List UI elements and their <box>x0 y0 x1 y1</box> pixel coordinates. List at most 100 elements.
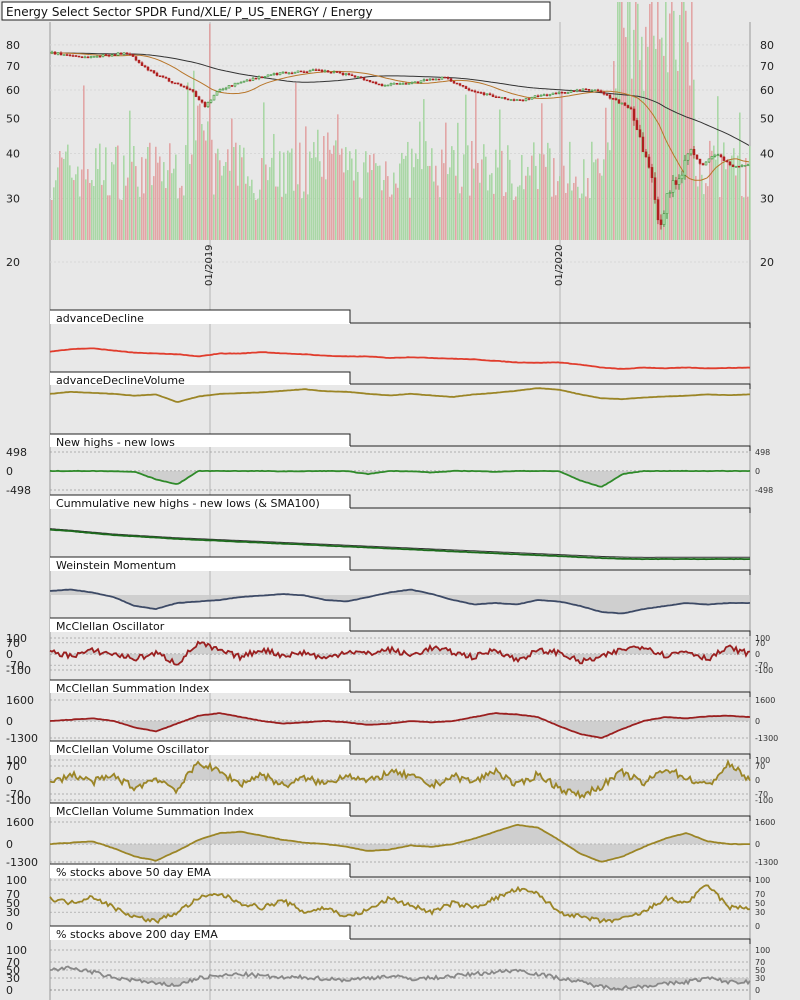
volume-bar <box>691 2 693 240</box>
volume-bar <box>61 157 63 240</box>
volume-bar <box>583 159 585 240</box>
candle-body <box>374 81 378 85</box>
candle-body <box>125 52 129 55</box>
candle-body <box>107 54 111 57</box>
candle-body <box>248 79 252 82</box>
candle-body <box>707 158 711 163</box>
candle-body <box>656 199 660 221</box>
candle-body <box>287 72 291 75</box>
volume-bar <box>497 167 499 240</box>
panel-header-box <box>50 864 350 878</box>
volume-bar <box>131 161 133 240</box>
volume-bar <box>619 2 621 240</box>
panel-axis-tick-right: 0 <box>755 922 760 931</box>
volume-bar <box>111 162 113 240</box>
volume-bar <box>667 72 669 241</box>
candle-body <box>608 94 612 99</box>
candle-body <box>503 97 507 100</box>
volume-bar <box>599 173 601 240</box>
volume-bar <box>433 181 435 240</box>
candle-body <box>485 93 489 95</box>
volume-bar <box>571 190 573 240</box>
candle-body <box>80 56 84 58</box>
volume-bar <box>353 180 355 240</box>
candle-body <box>734 165 738 168</box>
candle-body <box>671 180 675 193</box>
candle-body <box>200 99 204 103</box>
candle-body <box>356 76 360 78</box>
volume-bar <box>515 196 517 240</box>
volume-bar <box>403 158 405 240</box>
candle-body <box>188 88 192 91</box>
candlesticks <box>50 50 750 230</box>
volume-bar <box>577 186 579 240</box>
volume-bar <box>677 70 679 240</box>
volume-bar <box>481 159 483 240</box>
candle-body <box>653 177 657 200</box>
candle-body <box>500 97 504 99</box>
candle-body <box>440 76 444 80</box>
candle-body <box>170 81 174 84</box>
volume-bar <box>627 2 629 240</box>
candle-body <box>308 70 312 73</box>
volume-bar <box>609 150 611 240</box>
panel-title: New highs - new lows <box>56 436 175 449</box>
candle-body <box>581 88 585 91</box>
panel-axis-tick-right: -100 <box>755 666 773 675</box>
volume-bar <box>545 166 547 240</box>
volume-bar <box>703 194 705 240</box>
volume-bar <box>123 155 125 240</box>
volume-bar <box>489 174 491 240</box>
candle-body <box>311 69 315 71</box>
candle-body <box>746 164 750 167</box>
volume-bar <box>735 175 737 240</box>
volume-bar <box>707 186 709 240</box>
candle-body <box>218 88 222 92</box>
panel-axis-tick-left: 0 <box>6 838 13 851</box>
volume-bar <box>251 179 253 240</box>
candle-body <box>101 54 105 57</box>
volume-bar <box>231 118 233 240</box>
candle-body <box>578 89 582 92</box>
candle-body <box>146 66 150 71</box>
volume-bar <box>223 165 225 240</box>
volume-bar <box>329 149 331 240</box>
candle-body <box>506 98 510 101</box>
volume-bar <box>377 165 379 240</box>
volume-bar <box>395 183 397 240</box>
price-axis-tick-left: 80 <box>6 39 20 52</box>
candle-body <box>461 85 465 87</box>
panel-header-box <box>50 372 350 385</box>
volume-bar <box>701 174 703 240</box>
candle-body <box>737 165 741 168</box>
volume-bar <box>285 193 287 240</box>
volume-bar <box>605 107 607 240</box>
candle-body <box>236 82 240 85</box>
volume-bar <box>463 154 465 240</box>
candle-body <box>155 72 159 76</box>
volume-bar <box>665 2 667 240</box>
candle-body <box>68 54 72 57</box>
volume-bar <box>517 186 519 240</box>
volume-bar <box>429 165 431 240</box>
volume-bar <box>575 176 577 240</box>
volume-bar <box>201 124 203 240</box>
volume-bar <box>713 145 715 240</box>
volume-bar <box>289 152 291 240</box>
volume-bar <box>373 153 375 240</box>
candle-body <box>293 72 297 74</box>
volume-bar <box>271 157 273 240</box>
candle-body <box>458 83 462 86</box>
indicator-panel-6 <box>49 617 751 671</box>
volume-bar <box>323 136 325 240</box>
price-axis-tick-right: 60 <box>760 84 774 97</box>
volume-bar <box>195 140 197 240</box>
candle-body <box>479 92 483 94</box>
candle-body <box>314 69 318 71</box>
volume-bar <box>675 59 677 240</box>
volume-bar <box>393 172 395 240</box>
volume-bar <box>465 94 467 240</box>
candle-body <box>644 151 648 158</box>
candle-body <box>122 52 126 55</box>
volume-bar <box>97 169 99 240</box>
